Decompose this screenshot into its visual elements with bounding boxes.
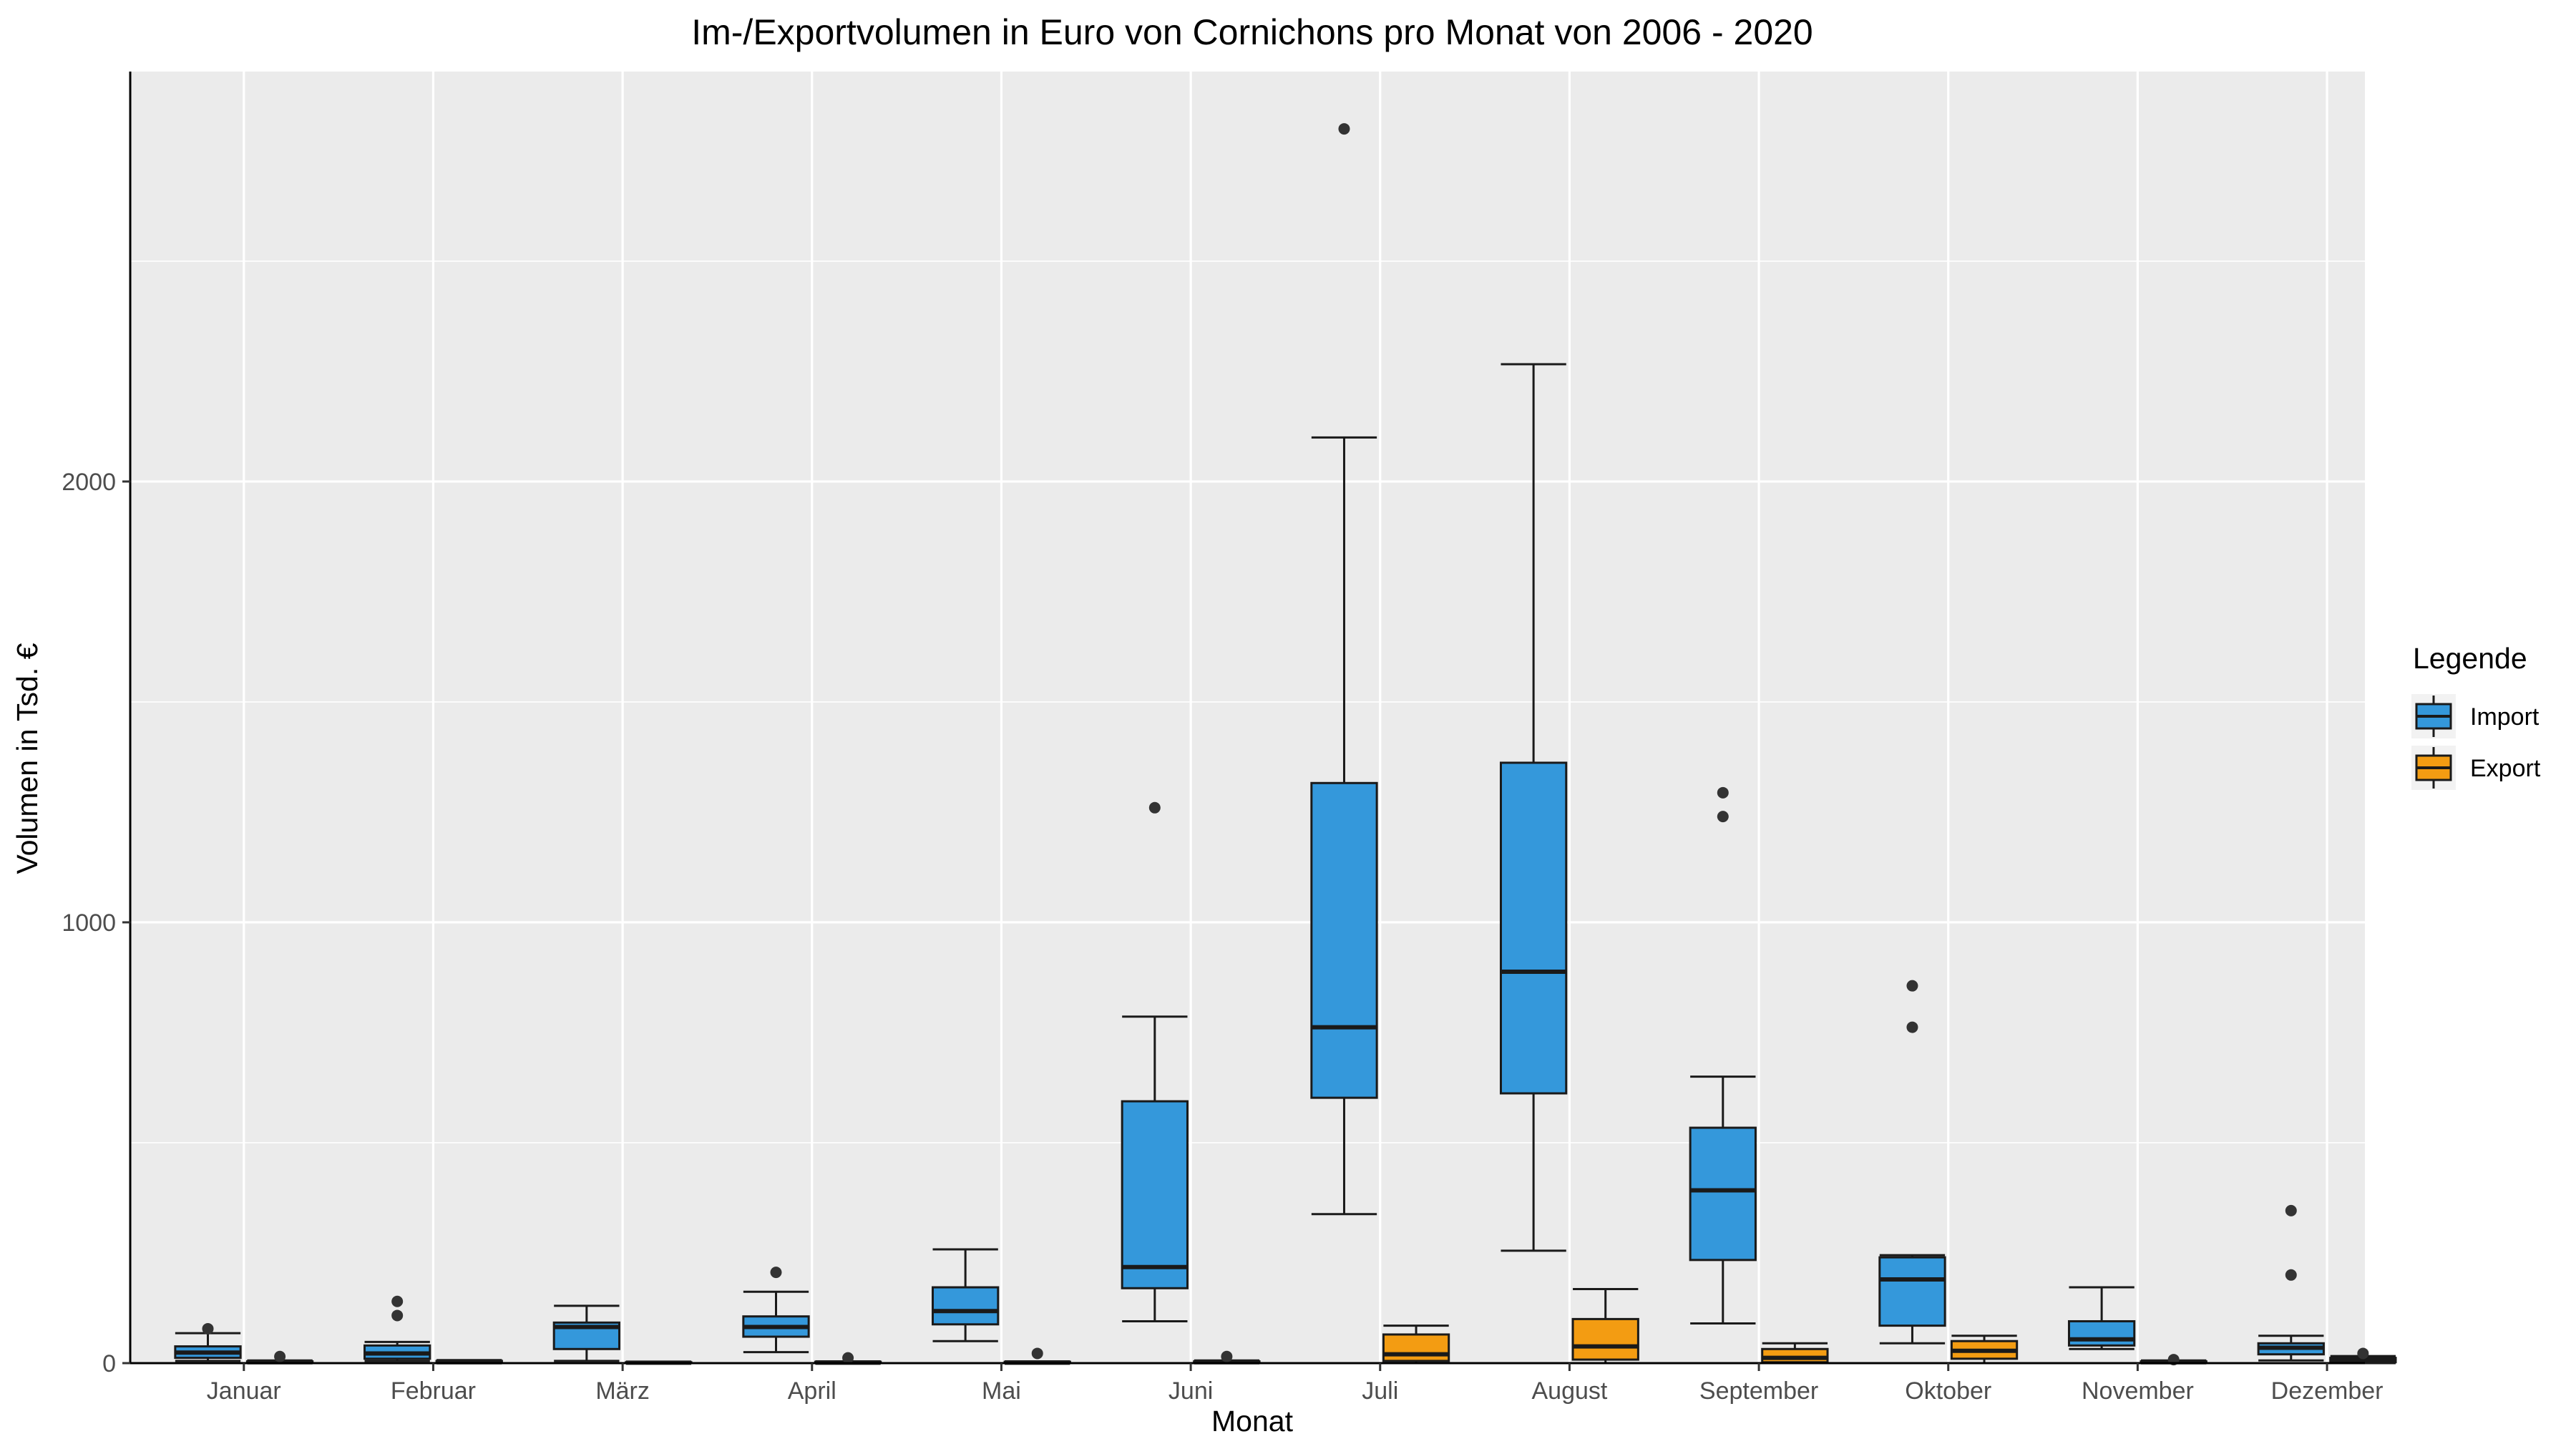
- box-iqr: [1310, 781, 1378, 1099]
- box-iqr: [1382, 1333, 1450, 1362]
- legend: Legende Import Export: [2411, 642, 2541, 790]
- boxplot-import-12: [2257, 1204, 2325, 1362]
- box-iqr: [1689, 1126, 1757, 1262]
- boxplot-import-2: [364, 1295, 431, 1362]
- minor-gridlines: [130, 260, 2365, 1143]
- boxplot-import-4: [742, 1267, 810, 1354]
- y-tick-label: 1000: [62, 909, 116, 937]
- legend-item-export: Export: [2411, 746, 2541, 790]
- x-tick-label: Mai: [982, 1377, 1021, 1405]
- box-iqr: [932, 1286, 1000, 1326]
- outlier-point: [1717, 811, 1729, 823]
- box-iqr: [1121, 1100, 1189, 1289]
- outlier-point: [274, 1350, 286, 1362]
- legend-item-import: Import: [2411, 694, 2540, 738]
- outlier-point: [2285, 1204, 2297, 1216]
- x-tick-labels: Januar Februar März April Mai Juni Juli August S…: [207, 1377, 2384, 1405]
- boxplot-import-5: [932, 1248, 1000, 1342]
- boxplot-import-8: [1499, 363, 1568, 1252]
- outlier-point: [1717, 786, 1729, 799]
- series-import: [174, 123, 2325, 1362]
- outlier-point: [202, 1322, 214, 1335]
- x-tick-label: Juni: [1169, 1377, 1213, 1405]
- outlier-point: [1031, 1347, 1043, 1360]
- x-axis-title: Monat: [1211, 1405, 1294, 1438]
- x-tick-label: Februar: [391, 1377, 476, 1405]
- y-axis-title: Volumen in Tsd. €: [11, 643, 44, 874]
- x-tick-label: März: [595, 1377, 650, 1405]
- boxplot-import-1: [174, 1322, 242, 1362]
- x-tick-label: Januar: [207, 1377, 281, 1405]
- legend-items: Import Export: [2411, 694, 2541, 790]
- box-iqr: [1878, 1256, 1946, 1327]
- outlier-point: [1906, 980, 1918, 992]
- box-iqr: [1499, 761, 1568, 1095]
- x-tick-label: September: [1699, 1377, 1818, 1405]
- x-tick-label: August: [1531, 1377, 1607, 1405]
- legend-title: Legende: [2413, 642, 2527, 675]
- outlier-point: [842, 1352, 854, 1364]
- major-gridlines: [130, 72, 2365, 1365]
- box-iqr: [1761, 1347, 1829, 1364]
- box-iqr: [2067, 1319, 2136, 1347]
- outlier-point: [391, 1295, 404, 1307]
- outlier-point: [1221, 1350, 1233, 1362]
- y-tick-labels: 0 1000 2000: [62, 469, 116, 1377]
- box-iqr: [1571, 1317, 1639, 1361]
- outlier-point: [1148, 801, 1161, 814]
- chart-title: Im-/Exportvolumen in Euro von Cornichons…: [691, 12, 1813, 52]
- boxplot-import-10: [1878, 980, 1946, 1345]
- y-tick-label: 2000: [62, 469, 116, 496]
- outlier-point: [1338, 123, 1350, 135]
- boxplot-import-7: [1310, 123, 1378, 1216]
- x-tick-label: Oktober: [1905, 1377, 1991, 1405]
- x-tick-label: April: [788, 1377, 836, 1405]
- boxplot-import-3: [552, 1304, 620, 1362]
- plot-panel: [130, 72, 2365, 1363]
- x-tick-label: November: [2082, 1377, 2194, 1405]
- boxplot-import-6: [1121, 801, 1189, 1322]
- boxplot-import-9: [1689, 786, 1757, 1325]
- outlier-point: [770, 1267, 782, 1279]
- legend-label: Export: [2470, 755, 2541, 782]
- outlier-point: [2285, 1269, 2297, 1281]
- outlier-point: [2357, 1347, 2369, 1360]
- legend-label: Import: [2470, 703, 2540, 731]
- outlier-point: [391, 1309, 404, 1322]
- x-tick-label: Juli: [1362, 1377, 1398, 1405]
- axes: [122, 72, 2365, 1371]
- outlier-point: [1906, 1021, 1918, 1033]
- boxplot-import-11: [2067, 1286, 2136, 1350]
- x-tick-label: Dezember: [2271, 1377, 2384, 1405]
- y-tick-label: 0: [102, 1350, 116, 1377]
